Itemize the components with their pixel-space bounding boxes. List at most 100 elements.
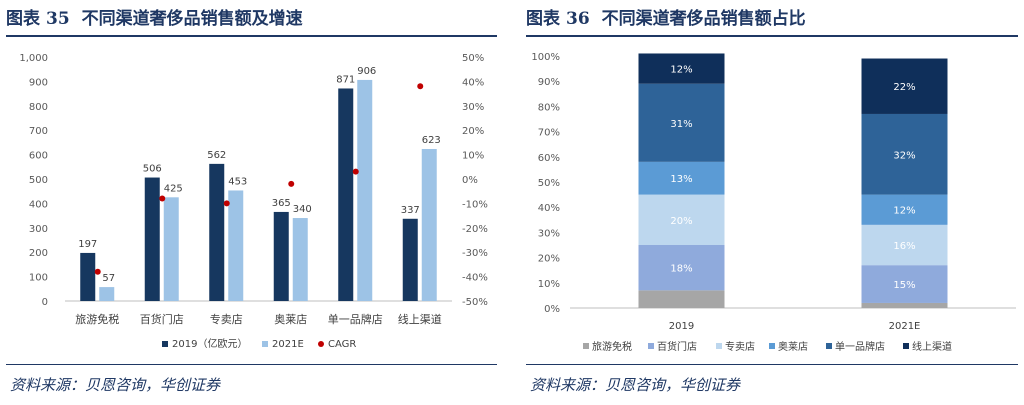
bar-2021e xyxy=(292,218,308,301)
y-tick-label: 200 xyxy=(29,248,48,259)
stack-segment xyxy=(638,290,725,308)
segment-label: 12% xyxy=(670,65,692,76)
segment-label: 16% xyxy=(893,241,915,252)
y-tick-label: 60% xyxy=(538,153,560,164)
source-rule xyxy=(6,364,497,365)
y2-tick-label: -50% xyxy=(462,297,488,308)
stack-segment xyxy=(638,161,725,195)
share-stacked-chart: 0% 10% 20% 30% 40% 50% 60% 70% 80% 90% 100% 18% 20% 1… xyxy=(531,52,1016,353)
y-tick-label: 100 xyxy=(29,273,48,284)
data-label-2021e: 906 xyxy=(357,66,376,77)
y2-tick-label: -20% xyxy=(462,224,488,235)
legend-swatch xyxy=(769,343,775,349)
y-tick-label: 50% xyxy=(538,178,560,189)
stack-segment xyxy=(861,224,948,266)
bar-2019 xyxy=(338,88,354,301)
legend-swatch-2019 xyxy=(162,341,168,347)
data-label-2019: 562 xyxy=(207,150,226,161)
bar-2019 xyxy=(80,252,96,301)
y-tick-label: 0% xyxy=(544,304,560,315)
y-tick-label: 700 xyxy=(29,126,48,137)
stack-segment xyxy=(861,265,948,303)
bar-2021e xyxy=(357,79,373,301)
stack-segment xyxy=(638,53,725,84)
y-tick-label: 600 xyxy=(29,151,48,162)
data-label-2021e: 57 xyxy=(102,273,115,284)
x-category-label: 线上渠道 xyxy=(398,312,442,326)
y2-tick-label: 0% xyxy=(462,175,478,186)
x-category-label: 百货门店 xyxy=(140,312,184,326)
y2-tick-label: 50% xyxy=(462,53,484,64)
bar-2019 xyxy=(209,163,225,301)
segment-label: 12% xyxy=(893,206,915,217)
bar-2019 xyxy=(402,218,418,301)
legend-swatch-2021e xyxy=(262,341,268,347)
data-label-2021e: 340 xyxy=(293,204,312,215)
cagr-point xyxy=(94,268,101,275)
legend-label: 旅游免税 xyxy=(592,340,632,353)
y-tick-label: 30% xyxy=(538,228,560,239)
chart-title: 图表 36 不同渠道奢侈品销售额占比 xyxy=(526,4,806,29)
y-tick-label: 40% xyxy=(538,203,560,214)
segment-label: 22% xyxy=(893,82,915,93)
legend-swatch xyxy=(716,343,722,349)
y-tick-label: 900 xyxy=(29,77,48,88)
y-tick-label: 1,000 xyxy=(19,53,48,64)
legend-label-2019: 2019（亿欧元） xyxy=(172,337,247,350)
y-tick-label: 80% xyxy=(538,102,560,113)
y-tick-label: 70% xyxy=(538,128,560,139)
y-tick-label: 500 xyxy=(29,175,48,186)
segment-label: 31% xyxy=(670,119,692,130)
y-tick-label: 20% xyxy=(538,254,560,265)
stack-segment xyxy=(638,83,725,162)
source-note: 资料来源：贝恩咨询，华创证券 xyxy=(530,376,741,394)
cagr-point xyxy=(159,195,166,202)
figure-title: 不同渠道奢侈品销售额占比 xyxy=(601,9,806,29)
title-rule xyxy=(6,35,497,37)
data-label-2021e: 425 xyxy=(164,183,183,194)
figure-number: 36 xyxy=(566,9,590,29)
stack-segment xyxy=(638,245,725,291)
y2-tick-label: -40% xyxy=(462,273,488,284)
segment-label: 13% xyxy=(670,174,692,185)
data-label-2019: 337 xyxy=(401,205,420,216)
bar-2021e xyxy=(421,148,437,301)
chart-panel-share: 图表 36 不同渠道奢侈品销售额占比 0% 10% 20% 30% 40% 50% 60% 70%… xyxy=(520,0,1024,405)
segment-label: 32% xyxy=(893,150,915,161)
stack-segment xyxy=(861,58,948,114)
y-tick-label: 300 xyxy=(29,224,48,235)
bar-2021e xyxy=(99,287,115,301)
bar-2019 xyxy=(144,177,160,301)
chart-panel-sales: 图表 35 不同渠道奢侈品销售额及增速 0 100 200 300 400 500 600 700… xyxy=(0,0,503,405)
y2-tick-label: -10% xyxy=(462,199,488,210)
legend-swatch xyxy=(826,343,832,349)
cagr-point xyxy=(352,168,359,175)
stack-segment xyxy=(861,194,948,225)
cagr-point xyxy=(417,83,424,90)
stack-segment xyxy=(638,194,725,245)
x-category-label: 2021E xyxy=(889,321,921,332)
y2-tick-label: 40% xyxy=(462,77,484,88)
legend-label: 百货门店 xyxy=(657,340,697,353)
y2-tick-label: 10% xyxy=(462,151,484,162)
x-category-label: 专卖店 xyxy=(210,312,243,326)
segment-label: 20% xyxy=(670,216,692,227)
y-tick-label: 800 xyxy=(29,102,48,113)
data-label-2019: 871 xyxy=(336,74,355,85)
data-label-2021e: 623 xyxy=(422,135,441,146)
figure-label: 图表 xyxy=(526,9,560,29)
legend-label-cagr: CAGR xyxy=(328,339,356,350)
y-tick-label: 10% xyxy=(538,279,560,290)
bar-2021e xyxy=(163,197,179,301)
legend-swatch xyxy=(583,343,589,349)
data-label-2019: 506 xyxy=(143,164,162,175)
x-category-label: 单一品牌店 xyxy=(328,312,383,326)
figure-title: 不同渠道奢侈品销售额及增速 xyxy=(81,9,303,29)
stack-segment xyxy=(861,113,948,195)
data-label-2019: 197 xyxy=(78,239,97,250)
segment-label: 18% xyxy=(670,264,692,275)
x-category-label: 旅游免税 xyxy=(75,312,119,326)
legend-label: 专卖店 xyxy=(725,340,755,353)
legend-label: 线上渠道 xyxy=(912,340,952,353)
y-tick-label: 0 xyxy=(42,297,48,308)
